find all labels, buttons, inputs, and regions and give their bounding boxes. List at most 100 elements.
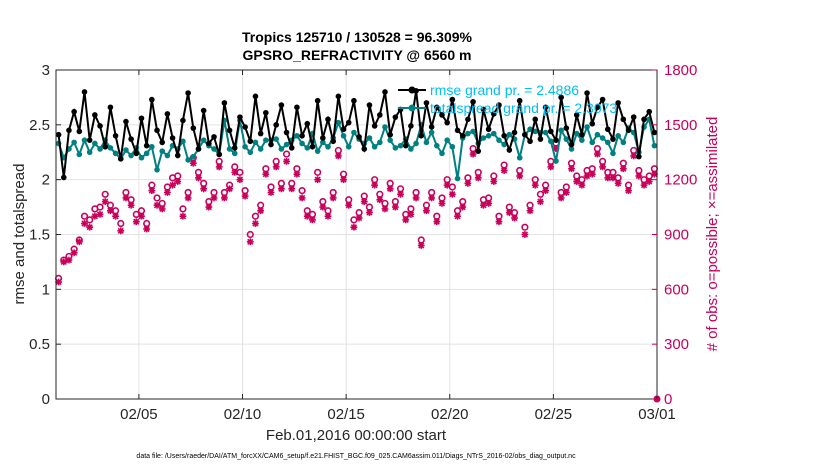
totalspread-point (314, 148, 321, 154)
totalspread-point (615, 133, 621, 139)
obs-possible-point (137, 207, 146, 215)
obs-assimilated-point (246, 238, 254, 246)
obs-possible-point (200, 179, 208, 187)
rmse-point (154, 127, 160, 134)
asterisk-stroke (298, 194, 306, 202)
rmse-point (382, 89, 388, 95)
asterisk-stroke (60, 258, 67, 266)
obs-assimilated-point (500, 167, 508, 174)
obs-possible-point (598, 157, 607, 165)
asterisk-stroke (309, 216, 316, 223)
rmse-point (553, 137, 559, 143)
totalspread-point (299, 140, 305, 147)
obs-possible-point (391, 198, 399, 206)
asterisk-stroke (433, 218, 440, 225)
obs-possible-point (593, 144, 602, 153)
rmse-point (568, 141, 575, 148)
obs-assimilated-point (511, 214, 518, 222)
y-tick-label: 0.5 (29, 336, 50, 353)
obs-possible-point (433, 212, 441, 220)
asterisk-stroke (532, 182, 539, 189)
rmse-point (117, 156, 124, 162)
rmse-point (206, 140, 212, 147)
obs-assimilated-point (226, 185, 233, 193)
legend-spread-marker (408, 104, 416, 112)
rmse-point (387, 131, 393, 138)
y-axis-left: 0 0.5 1 1.5 2 2.5 3 (29, 62, 61, 408)
legend: rmse grand pr. = 2.4886 totalspread gran… (398, 82, 617, 116)
rmse-point (288, 145, 295, 151)
asterisk-stroke (143, 225, 150, 233)
totalspread-point (242, 143, 248, 150)
obs-assimilated-point (350, 223, 358, 231)
obs-possible-point (106, 201, 115, 209)
obs-possible-point (174, 172, 182, 180)
asterisk-stroke (480, 202, 487, 209)
obs-possible-point (407, 205, 415, 213)
totalspread-point (247, 149, 254, 156)
totalspread-point (589, 139, 596, 146)
obs-assimilated-point (547, 163, 555, 171)
obs-assimilated-point (376, 196, 384, 204)
rmse-point (55, 131, 62, 138)
obs-assimilated-point (366, 209, 373, 216)
rmse-point (133, 150, 140, 157)
rmse-point (283, 129, 290, 136)
obs-possible-point (521, 223, 529, 231)
asterisk-stroke (537, 198, 544, 205)
obs-possible-point (314, 168, 322, 176)
obs-assimilated-point (495, 218, 503, 226)
totalspread-point (449, 143, 456, 150)
obs-possible-point (417, 236, 425, 244)
asterisk-stroke (423, 207, 430, 214)
asterisk-stroke (625, 187, 632, 194)
obs-possible-point (345, 196, 353, 204)
rmse-point (66, 127, 72, 134)
obs-assimilated-point (630, 152, 638, 160)
rmse-point (573, 112, 580, 118)
obs-assimilated-point (635, 172, 643, 180)
asterisk-stroke (216, 163, 223, 170)
asterisk-stroke (267, 189, 275, 196)
y-tick-label: 3 (42, 62, 50, 79)
totalspread-point (263, 137, 269, 143)
asterisk-stroke (599, 163, 606, 170)
obs-possible-point (334, 146, 342, 155)
rmse-point (221, 100, 228, 106)
asterisk-stroke (444, 182, 451, 189)
rmse-point (418, 133, 425, 139)
obs-assimilated-point (505, 209, 513, 216)
asterisk-stroke (102, 198, 109, 205)
obs-possible-point (453, 207, 462, 215)
obs-possible-point (376, 190, 384, 198)
obs-possible-point (179, 205, 187, 213)
obs-assimilated-point (257, 207, 265, 215)
rmse-point (345, 119, 352, 126)
asterisk-stroke (169, 182, 176, 189)
asterisk-stroke (71, 249, 78, 256)
asterisk-stroke (402, 216, 409, 223)
rmse-point (444, 119, 450, 126)
obs-possible-point (272, 157, 280, 165)
totalspread-point (123, 147, 129, 153)
rmse-point (107, 104, 114, 111)
obs-assimilated-point (241, 192, 249, 200)
totalspread-point (325, 143, 331, 150)
obs-assimilated-point (148, 187, 156, 195)
rmse-point (273, 122, 279, 128)
rmse-point (351, 97, 357, 104)
totalspread-point (128, 152, 134, 159)
totalspread-point (335, 119, 342, 126)
obs-assimilated-point (381, 205, 389, 213)
asterisk-stroke (547, 163, 554, 170)
obs-assimilated-point (474, 174, 482, 182)
x-tick-label: 03/01 (638, 406, 676, 423)
obs-possible-point (241, 187, 249, 195)
obs-possible-point (459, 198, 467, 206)
obs-assimilated-point (65, 256, 73, 264)
totalspread-point (454, 175, 461, 182)
y-right-tick-label: 0 (664, 391, 672, 408)
asterisk-stroke (153, 202, 161, 209)
rmse-point (408, 123, 414, 129)
obs-assimilated-point (231, 168, 239, 176)
